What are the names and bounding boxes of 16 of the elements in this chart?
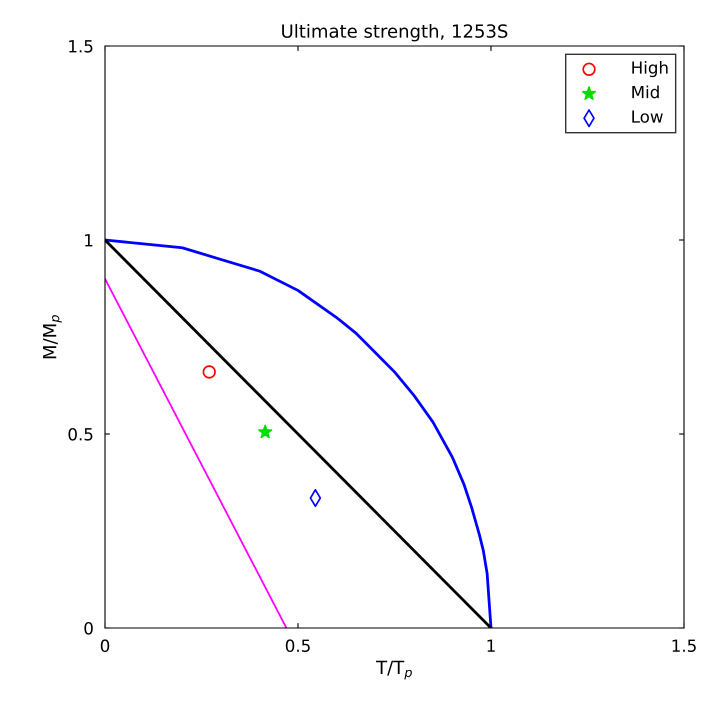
legend-label: Mid xyxy=(632,85,659,98)
x-axis-title: T/T$_{p}$ xyxy=(376,660,412,680)
x-tick-label: 0.5 xyxy=(286,639,310,652)
point xyxy=(258,424,272,438)
y-tick-label: 1.5 xyxy=(69,40,92,53)
y-tick-label: 0 xyxy=(84,622,93,635)
chart-title: Ultimate strength, 1253S xyxy=(282,24,508,42)
y-tick-label: 0.5 xyxy=(68,428,92,441)
legend-label: High xyxy=(632,61,668,78)
x-tick-label: 1 xyxy=(488,640,495,652)
y-tick-label: 1 xyxy=(85,234,92,246)
y-axis-title: M/M$_{p}$ xyxy=(43,315,62,358)
point xyxy=(202,365,216,379)
x-tick-label: 1.5 xyxy=(672,640,696,652)
x-tick-label: 0 xyxy=(100,639,110,652)
legend-label: Low xyxy=(632,110,663,123)
